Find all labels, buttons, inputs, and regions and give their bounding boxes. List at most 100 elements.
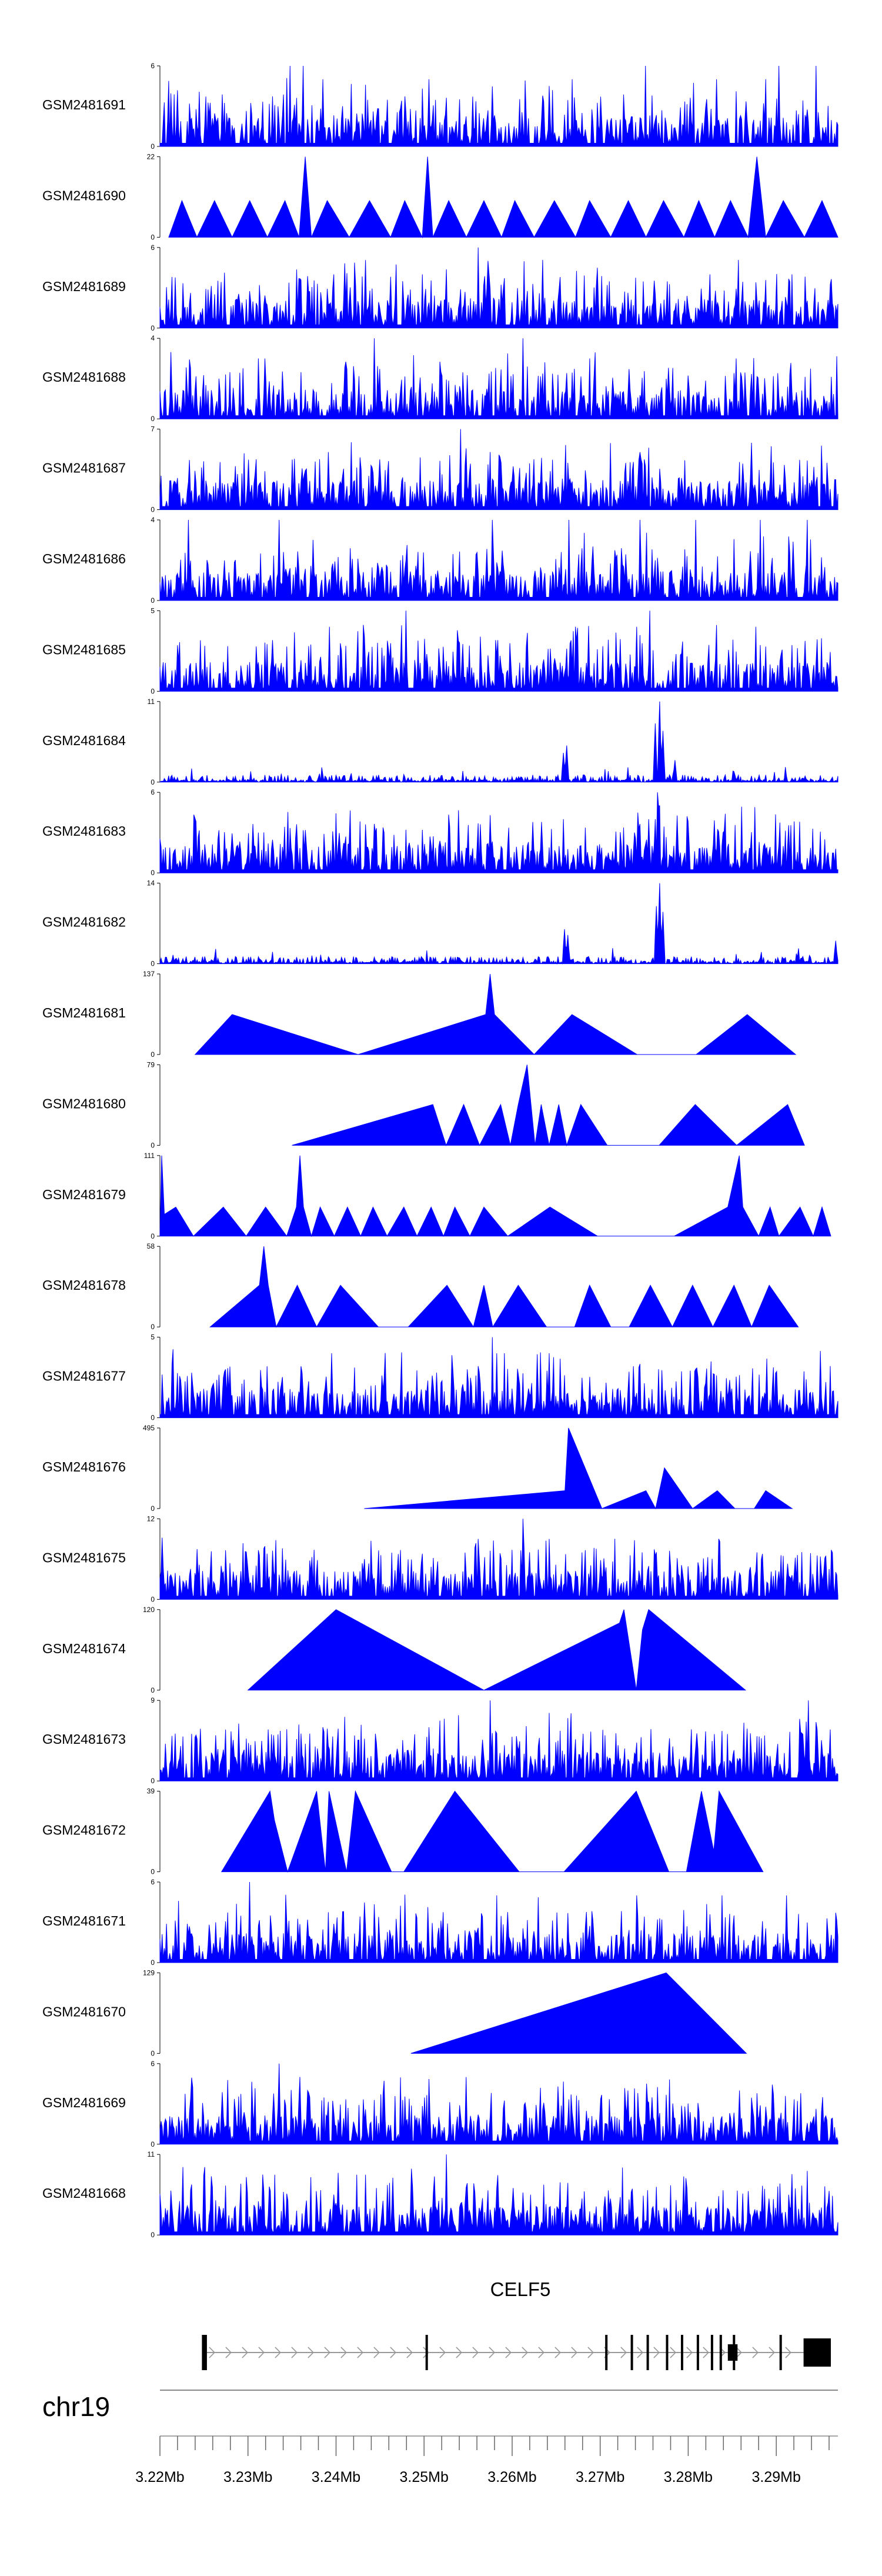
y-max-label: 7 — [151, 425, 155, 433]
track-label: GSM2481678 — [42, 1277, 126, 1293]
chromosome-label: chr19 — [42, 2391, 110, 2422]
track-GSM2481682: GSM2481682 14 0 — [42, 879, 838, 968]
exon — [630, 2335, 633, 2370]
y-min-label: 0 — [151, 233, 155, 241]
track-label: GSM2481685 — [42, 642, 126, 657]
y-min-label: 0 — [151, 1141, 155, 1149]
strand-arrow — [752, 2347, 759, 2358]
y-min-label: 0 — [151, 415, 155, 423]
strand-arrow — [769, 2347, 776, 2358]
track-GSM2481679: GSM2481679 111 0 — [42, 1152, 831, 1240]
coverage-area — [410, 1972, 747, 2054]
track-label: GSM2481674 — [42, 1641, 126, 1656]
y-max-label: 79 — [147, 1060, 155, 1069]
track-label: GSM2481683 — [42, 823, 126, 839]
y-min-label: 0 — [151, 2231, 155, 2239]
strand-arrow — [587, 2347, 594, 2358]
strand-arrow — [670, 2347, 677, 2358]
y-max-label: 11 — [148, 698, 155, 706]
track-GSM2481684: GSM2481684 11 0 — [42, 698, 838, 786]
y-min-label: 0 — [151, 2049, 155, 2057]
track-label: GSM2481680 — [42, 1096, 126, 1111]
y-max-label: 6 — [151, 2060, 155, 2068]
y-max-label: 495 — [143, 1424, 155, 1432]
track-GSM2481675: GSM2481675 12 0 — [42, 1514, 838, 1603]
y-max-label: 4 — [151, 334, 155, 342]
y-min-label: 0 — [151, 778, 155, 786]
y-min-label: 0 — [151, 1777, 155, 1785]
strand-arrow — [703, 2347, 710, 2358]
coverage-area — [159, 1881, 838, 1963]
track-label: GSM2481669 — [42, 2095, 126, 2110]
track-GSM2481681: GSM2481681 137 0 — [42, 970, 797, 1059]
track-GSM2481676: GSM2481676 495 0 — [42, 1424, 793, 1513]
strand-arrow — [637, 2347, 644, 2358]
track-GSM2481673: GSM2481673 9 0 — [42, 1696, 838, 1785]
track-GSM2481686: GSM2481686 4 0 — [42, 516, 838, 605]
strand-arrow — [620, 2347, 627, 2358]
tick-label: 3.24Mb — [312, 2469, 360, 2485]
tick-label: 3.25Mb — [400, 2469, 449, 2485]
exon — [681, 2335, 683, 2370]
tick-label: 3.23Mb — [223, 2469, 272, 2485]
exon — [710, 2335, 713, 2370]
y-max-label: 129 — [143, 1968, 155, 1977]
coding-block — [727, 2344, 738, 2361]
coverage-area — [159, 792, 838, 873]
coverage-area — [159, 247, 838, 329]
y-min-label: 0 — [151, 1232, 155, 1240]
y-max-label: 12 — [147, 1514, 155, 1523]
track-GSM2481691: GSM2481691 6 0 — [42, 62, 838, 151]
exon — [646, 2335, 649, 2370]
y-max-label: 39 — [147, 1787, 155, 1796]
track-GSM2481678: GSM2481678 58 0 — [42, 1242, 799, 1331]
y-max-label: 9 — [151, 1696, 155, 1704]
coverage-area — [159, 338, 838, 419]
x-axis: 3.22Mb 3.23Mb 3.24Mb 3.25Mb 3.26Mb 3.27Mb 3.28… — [135, 2435, 838, 2485]
gene-model — [202, 2335, 831, 2370]
strand-arrow — [308, 2347, 315, 2358]
coverage-area — [159, 701, 838, 783]
coverage-area — [159, 1155, 831, 1237]
track-GSM2481683: GSM2481683 6 0 — [42, 788, 838, 877]
coverage-area — [292, 1065, 805, 1147]
strand-arrow — [736, 2347, 743, 2358]
y-max-label: 6 — [151, 62, 155, 70]
track-label: GSM2481687 — [42, 461, 126, 476]
strand-arrow — [538, 2347, 545, 2358]
exon — [719, 2335, 722, 2370]
y-min-label: 0 — [151, 1414, 155, 1422]
y-min-label: 0 — [151, 1595, 155, 1603]
y-max-label: 137 — [143, 970, 155, 978]
y-max-label: 6 — [151, 1878, 155, 1886]
strand-arrow — [505, 2347, 512, 2358]
coverage-area — [220, 1790, 764, 1873]
strand-arrow — [357, 2347, 364, 2358]
y-max-label: 11 — [148, 2150, 155, 2158]
tick-label: 3.22Mb — [135, 2469, 184, 2485]
track-GSM2481669: GSM2481669 6 0 — [42, 2060, 838, 2148]
last-exon-block — [803, 2338, 831, 2367]
coverage-area — [159, 519, 838, 601]
y-min-label: 0 — [151, 1958, 155, 1967]
coverage-area — [159, 2154, 838, 2235]
track-label: GSM2481684 — [42, 733, 126, 748]
track-label: GSM2481668 — [42, 2185, 126, 2201]
exon — [425, 2335, 428, 2370]
strand-arrow — [258, 2347, 265, 2358]
track-label: GSM2481691 — [42, 97, 126, 112]
strand-arrow — [324, 2347, 331, 2358]
strand-arrow — [554, 2347, 562, 2358]
track-GSM2481671: GSM2481671 6 0 — [42, 1878, 838, 1967]
strand-arrow — [472, 2347, 479, 2358]
track-GSM2481685: GSM2481685 5 0 — [42, 606, 838, 695]
y-min-label: 0 — [151, 142, 155, 151]
track-GSM2481688: GSM2481688 4 0 — [42, 334, 838, 423]
tick-label: 3.26Mb — [487, 2469, 536, 2485]
track-label: GSM2481677 — [42, 1369, 126, 1384]
y-max-label: 22 — [147, 152, 155, 161]
y-max-label: 58 — [147, 1242, 155, 1250]
y-min-label: 0 — [151, 1686, 155, 1694]
exon — [605, 2335, 608, 2370]
